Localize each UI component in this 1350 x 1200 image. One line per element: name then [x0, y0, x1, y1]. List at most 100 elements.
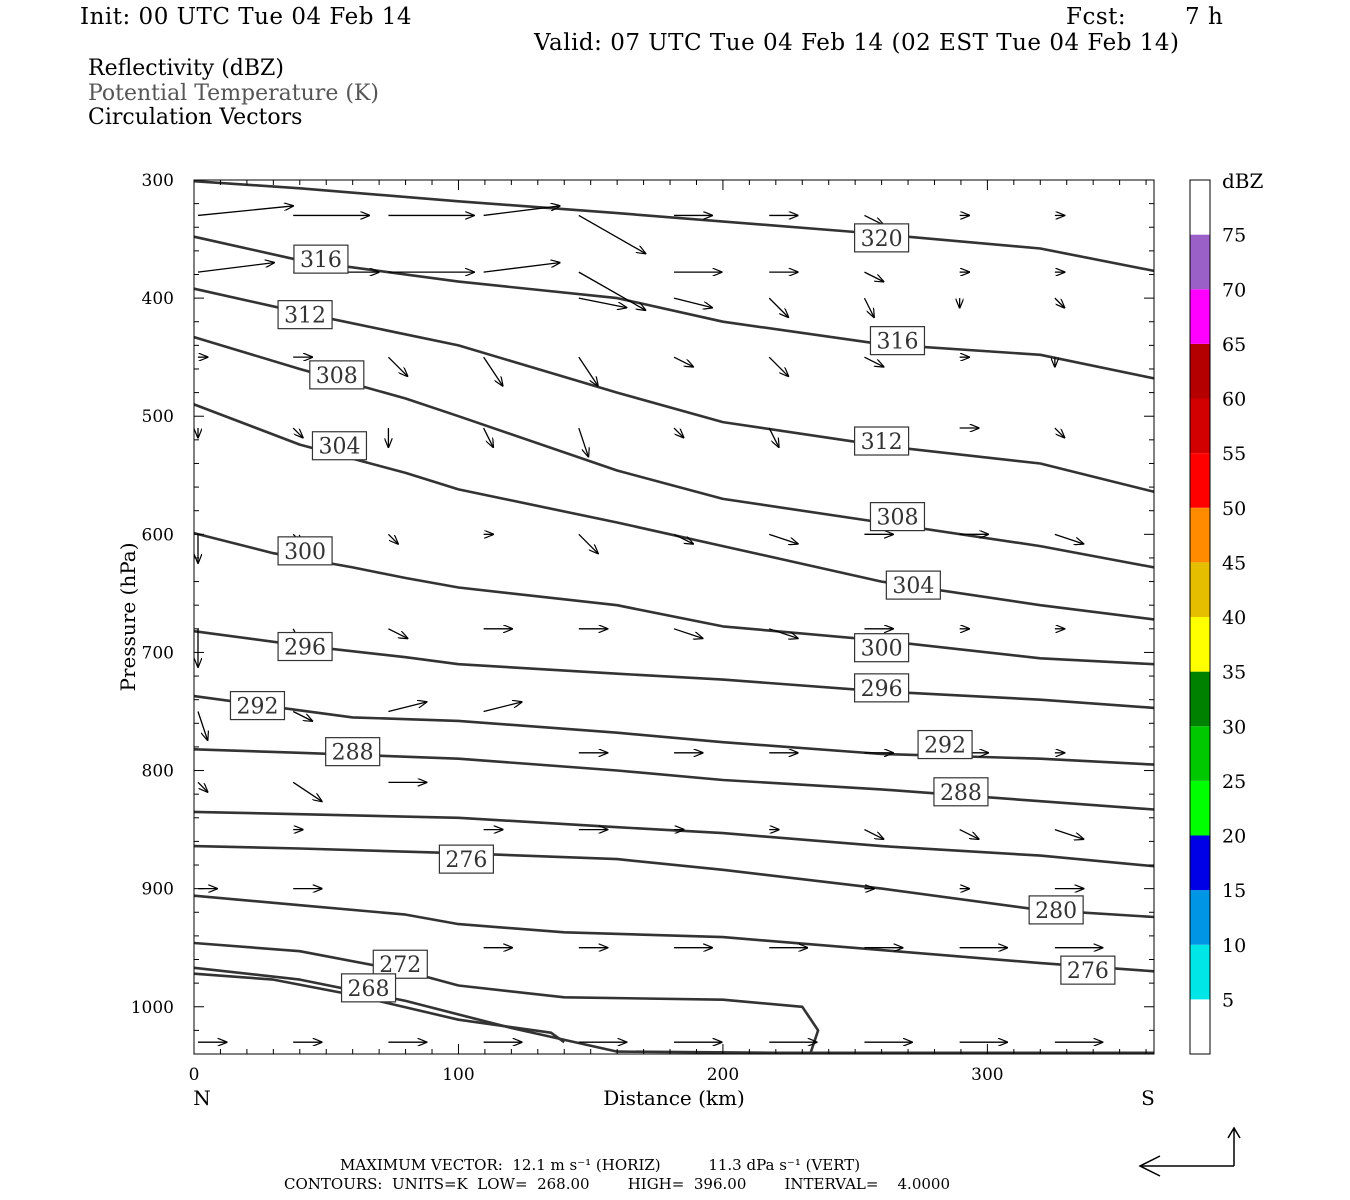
contour-label-text: 316: [876, 330, 918, 355]
y-tick-label: 600: [142, 525, 174, 545]
reflectivity-label: Reflectivity (dBZ): [88, 56, 284, 81]
y-tick-label: 500: [142, 407, 174, 427]
contour-label: 304: [885, 570, 941, 600]
contour-label: 276: [438, 844, 494, 874]
contour-label-text: 312: [861, 430, 903, 455]
circulation-vector: [387, 356, 407, 376]
y-tick-label: 800: [142, 762, 174, 782]
circulation-vector: [673, 297, 712, 308]
colorbar-tick-label: 40: [1222, 607, 1246, 629]
colorbar-swatch: [1190, 617, 1210, 672]
colorbar-swatch: [1190, 234, 1210, 290]
colorbar-tick-label: 30: [1222, 716, 1246, 738]
colorbar-unit: dBZ: [1222, 169, 1264, 193]
maximum-vector-note: MAXIMUM VECTOR: 12.1 m s⁻¹ (HORIZ) 11.3 …: [340, 1156, 861, 1174]
contour-line: [193, 179, 1155, 273]
x-tick-label: 300: [971, 1065, 1003, 1085]
contour-label: 316: [293, 244, 349, 274]
contour-label-box: [438, 844, 494, 874]
circulation-vector: [578, 356, 598, 386]
x-tick-label: 200: [707, 1065, 739, 1085]
colorbar-tick-label: 5: [1222, 989, 1234, 1011]
contour-label: 312: [277, 300, 333, 330]
colorbar-tick-label: 70: [1222, 279, 1246, 301]
contour-label-box: [869, 502, 926, 532]
circulation-vector: [197, 711, 208, 740]
contour-label: 280: [1028, 895, 1084, 925]
colorbar-tick-label: 60: [1222, 389, 1246, 411]
contour-label: 296: [854, 673, 910, 703]
colorbar-tick-label: 20: [1222, 826, 1246, 848]
contour-label-box: [854, 673, 910, 703]
circulation-vector: [768, 356, 788, 376]
circulation-vector: [959, 829, 979, 840]
colorbar-swatch: [1190, 453, 1210, 508]
contour-line: [193, 531, 1155, 666]
contour-label-text: 280: [1035, 899, 1077, 924]
contour-label: 276: [1060, 955, 1116, 985]
contour-label: 288: [933, 777, 989, 807]
contour-label-text: 296: [861, 677, 903, 702]
y-tick-label: 900: [142, 880, 174, 900]
colorbar-tick-label: 35: [1222, 662, 1246, 684]
contour-label: 320: [854, 223, 910, 253]
contour-label-box: [917, 729, 973, 760]
circulation-vector: [673, 628, 703, 639]
contour-label-box: [340, 973, 397, 1003]
contour-label-text: 304: [318, 435, 360, 460]
colorbar-swatch: [1190, 726, 1210, 781]
colorbar-tick-label: 65: [1222, 334, 1246, 356]
contour-label: 312: [854, 426, 910, 456]
circulation-vector: [578, 297, 627, 308]
contour-label-box: [869, 326, 926, 356]
circulation-vector: [483, 427, 494, 447]
contour-label-text: 288: [940, 781, 982, 806]
y-tick-label: 400: [142, 289, 174, 309]
contour-line: [193, 844, 1155, 919]
contours-layer: [193, 179, 1155, 1055]
contour-label-text: 308: [876, 506, 918, 531]
colorbar-swatch: [1190, 398, 1210, 454]
contour-label: 308: [869, 502, 926, 532]
circulation-vector: [578, 533, 598, 553]
circulation-vector: [387, 533, 398, 544]
colorbar-swatch: [1190, 562, 1210, 617]
colorbar-swatch: [1190, 944, 1210, 1000]
axes-layer: 300 400 500 600 700 800 900 1000 0 100 200 300: [131, 171, 1154, 1085]
circulation-vector: [483, 206, 560, 217]
contour-label-text: 316: [300, 248, 342, 273]
circulation-vector: [673, 427, 684, 438]
circulation-vector: [388, 628, 407, 639]
x-tick-label: 100: [442, 1065, 474, 1085]
circulation-vector: [292, 781, 322, 801]
contour-line: [193, 629, 1155, 710]
circulation-vector: [578, 271, 646, 310]
contour-label: 268: [340, 973, 397, 1003]
colorbar-swatch: [1190, 835, 1210, 891]
colorbar-swatch: [1190, 780, 1210, 836]
contour-line: [193, 810, 1155, 868]
contour-line: [193, 287, 1155, 494]
contour-label-text: 300: [861, 637, 903, 662]
circulation-vector: [768, 427, 779, 447]
circulation-vector: [197, 781, 208, 792]
circulation-vector: [578, 214, 646, 253]
circulation-vector: [292, 427, 303, 438]
contour-label-text: 320: [861, 227, 903, 252]
contour-label-text: 304: [892, 574, 934, 599]
contour-line: [193, 972, 565, 1044]
x-tick-label: 0: [189, 1065, 200, 1085]
circulation-vector: [768, 297, 788, 317]
contour-label-box: [309, 360, 365, 390]
plot-frame: [193, 179, 1155, 1055]
circulation-vector: [864, 356, 883, 367]
contour-label-box: [854, 426, 910, 456]
colorbar-swatch: [1190, 289, 1210, 344]
circulation-vector: [863, 297, 874, 317]
contour-label-box: [293, 244, 349, 274]
y-tick-label: 700: [142, 643, 174, 663]
vectors-layer: [198, 206, 1102, 1042]
contour-label-text: 308: [316, 364, 358, 389]
contour-label-text: 312: [284, 304, 326, 329]
contour-label: 316: [869, 326, 926, 356]
